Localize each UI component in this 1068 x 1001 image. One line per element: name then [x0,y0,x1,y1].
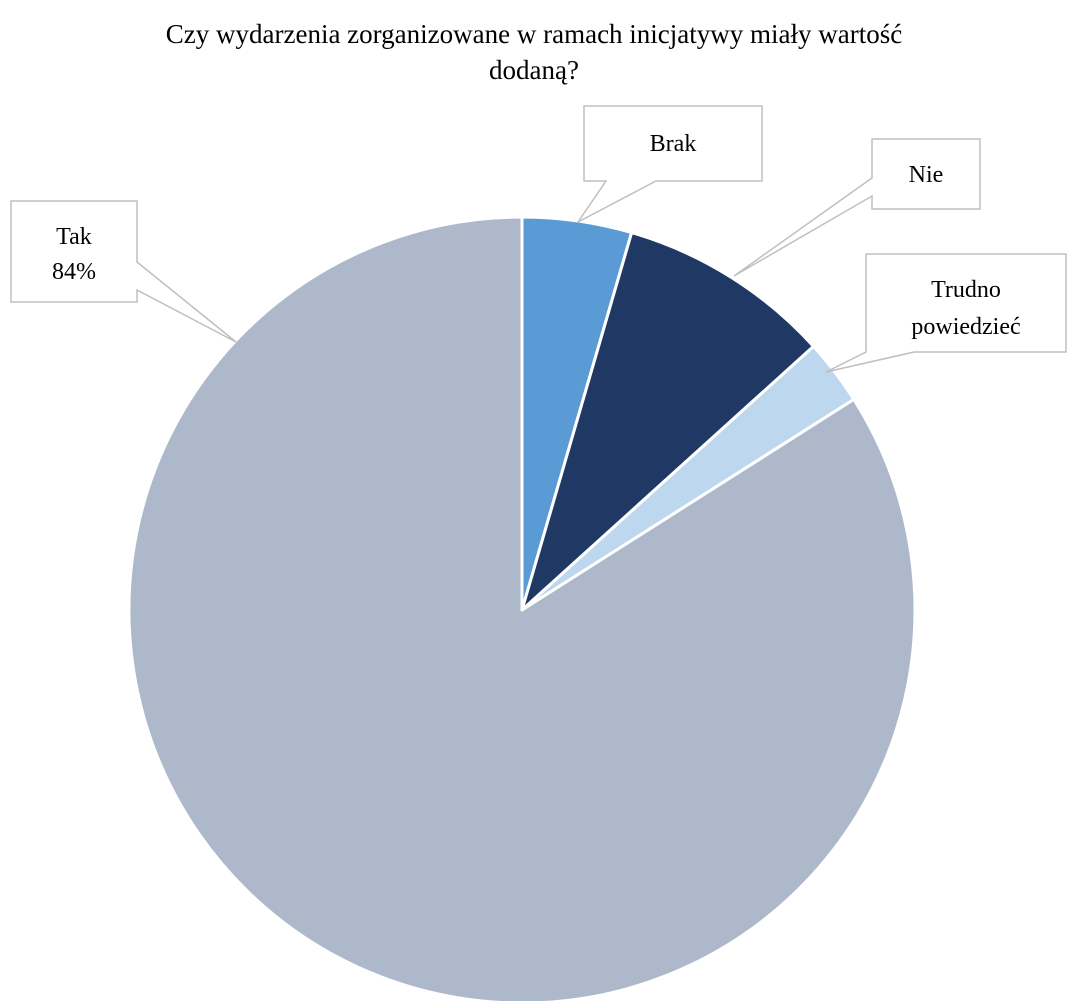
pie-slices [127,215,917,1001]
pie-slice-tak [127,215,917,1001]
callout-trudno-label-2: powiedzieć [911,314,1020,340]
callout-tak-label: Tak [56,224,92,250]
callout-nie-box [733,138,981,277]
callout-brak: Brak [577,105,763,223]
pie-slice-nie [520,231,815,612]
callout-brak-label: Brak [650,131,697,157]
chart-title-line-2: dodaną? [489,55,579,85]
callout-trudno: Trudno powiedzieć [825,253,1067,373]
callout-trudno-box [825,253,1067,373]
chart-title: Czy wydarzenia zorganizowane w ramach in… [0,16,1068,88]
callout-tak-value: 84% [52,259,96,285]
callout-tak: Tak 84% [10,200,237,343]
chart-title-line-1: Czy wydarzenia zorganizowane w ramach in… [165,19,903,49]
callout-brak-box [577,105,763,223]
callout-nie-label: Nie [909,162,944,188]
callout-trudno-label-1: Trudno [931,277,1001,303]
callout-tak-box [10,200,237,343]
callout-nie: Nie [733,138,981,277]
